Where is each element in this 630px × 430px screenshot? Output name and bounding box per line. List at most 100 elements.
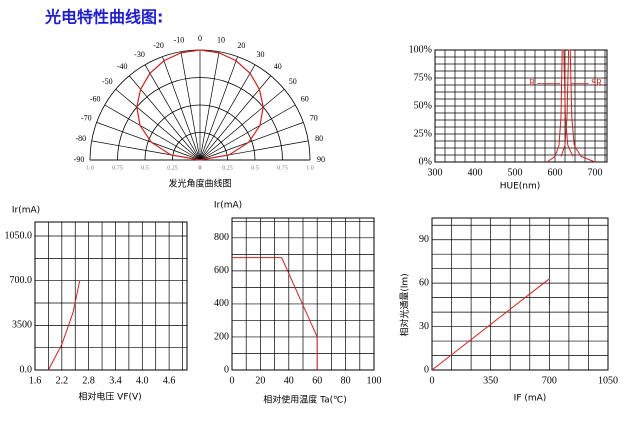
x-axis-label: HUE(nm) (500, 182, 541, 192)
angle-ray (199, 56, 238, 161)
plot-frame (431, 217, 609, 371)
angle-ray (180, 51, 201, 161)
angle-label: -30 (134, 50, 145, 59)
angle-label: -60 (90, 94, 101, 103)
y-tick-label: 800 (214, 232, 229, 243)
x-axis-label: IF (mA) (514, 394, 547, 404)
intensity-curve (136, 49, 264, 161)
y-tick-label: 25% (414, 128, 432, 139)
r-tick-label: 1.0 (306, 165, 314, 171)
r-tick-label: 0.5 (251, 165, 259, 171)
angle-ray (199, 104, 296, 161)
y-tick-label: 90 (419, 234, 429, 245)
angle-label: 40 (274, 62, 282, 71)
x-tick-label: 100 (367, 375, 382, 386)
angle-ray (162, 56, 201, 161)
r-tick-label: 0.5 (141, 165, 149, 171)
data-line (546, 49, 574, 163)
x-tick-label: 60 (312, 375, 322, 386)
angle-ray (199, 122, 304, 161)
y-tick-label: 200 (214, 331, 229, 342)
x-tick-label: 500 (508, 167, 523, 178)
y-tick-label: 0% (419, 156, 432, 167)
y-tick-label: 700.0 (10, 275, 33, 286)
x-tick-label: 40 (284, 375, 294, 386)
x-tick-label: 300 (428, 167, 443, 178)
y-tick-label: 0.0 (20, 364, 33, 375)
data-line (47, 280, 81, 371)
x-tick-label: 1050 (598, 375, 618, 386)
angle-label: 10 (217, 36, 225, 45)
angle-ray (96, 122, 201, 161)
y-tick-label: 0 (424, 364, 429, 375)
angle-label: -50 (102, 77, 113, 86)
y-axis-label: 相对光通量(lm) (399, 273, 411, 336)
data-line (232, 257, 318, 370)
x-tick-label: 80 (341, 375, 351, 386)
r-tick-label: 0.25 (167, 165, 178, 171)
angle-label: 70 (310, 113, 318, 122)
x-tick-label: 4.0 (136, 375, 149, 386)
angle-ray (199, 89, 285, 161)
angle-label: -40 (117, 62, 128, 71)
r-tick-label: 0 (199, 165, 202, 171)
r-tick-label: 0.25 (222, 165, 233, 171)
x-tick-label: 700 (588, 167, 603, 178)
data-line (560, 49, 596, 163)
y-tick-label: 1050.0 (5, 230, 33, 241)
angle-ray (104, 104, 201, 161)
plot-frame (34, 221, 188, 371)
x-tick-label: 2.8 (82, 375, 95, 386)
x-tick-label: 2.2 (56, 375, 69, 386)
y-tick-label: 30 (419, 321, 429, 332)
y-tick-label: 400 (214, 298, 229, 309)
y-tick-label: 3500 (12, 320, 32, 331)
x-tick-label: 0 (430, 375, 435, 386)
chart-title: 发光角度曲线图 (168, 178, 231, 190)
angle-ray (144, 64, 201, 161)
y-tick-label: 60 (419, 277, 429, 288)
angle-label: 50 (289, 77, 297, 86)
angle-label: 0 (198, 34, 202, 43)
angle-ray (115, 89, 201, 161)
r-tick-label: 0.75 (112, 165, 123, 171)
angle-label: -20 (153, 41, 164, 50)
data-line (431, 278, 550, 371)
page-title: 光电特性曲线图: (44, 8, 163, 27)
x-axis-label: 相对使用温度 Ta(℃) (263, 394, 347, 406)
y-tick-label: 0 (224, 364, 229, 375)
x-tick-label: 700 (542, 375, 557, 386)
r-tick-label: 0.75 (277, 165, 288, 171)
x-axis-label: 相对电压 VF(V) (78, 391, 141, 403)
angle-ray (199, 51, 220, 161)
series-label: SR (591, 78, 602, 88)
x-tick-label: 350 (483, 375, 498, 386)
plot-frame (231, 217, 375, 371)
y-tick-label: 50% (414, 100, 432, 111)
plot-frame (434, 49, 608, 163)
r-tick-label: 1.0 (86, 165, 94, 171)
angle-label: -80 (76, 134, 87, 143)
x-tick-label: 3.4 (109, 375, 122, 386)
x-tick-label: 4.6 (163, 375, 176, 386)
r-tick-label: 0 (199, 165, 202, 171)
series-label: R (529, 78, 535, 88)
x-tick-label: 600 (548, 167, 563, 178)
x-tick-label: 20 (255, 375, 265, 386)
angle-label: 20 (237, 41, 245, 50)
y-tick-label: 75% (414, 72, 432, 83)
angle-label: 30 (257, 50, 265, 59)
x-tick-label: 400 (468, 167, 483, 178)
y-tick-label: 100% (409, 44, 432, 55)
angle-label: -10 (174, 36, 185, 45)
angle-label: 90 (317, 155, 325, 164)
angle-label: -90 (74, 155, 85, 164)
y-axis-label: Ir(mA) (214, 201, 242, 211)
angle-label: -70 (81, 113, 92, 122)
angle-label: 80 (315, 134, 323, 143)
x-tick-label: 1.6 (29, 375, 42, 386)
angle-label: 60 (301, 94, 309, 103)
y-tick-label: 600 (214, 265, 229, 276)
y-axis-label: Ir(mA) (12, 206, 40, 216)
